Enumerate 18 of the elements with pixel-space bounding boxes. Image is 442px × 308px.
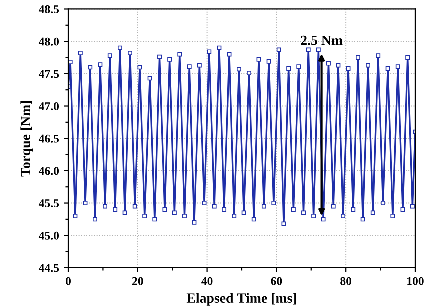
x-tick-label: 80 [340, 277, 352, 286]
annotation: 2.5 Nm [301, 36, 343, 46]
x-axis-title: Elapsed Time [ms] [186, 293, 296, 306]
x-tick-label: 0 [66, 277, 72, 286]
y-tick-label: 45.5 [38, 200, 60, 208]
y-tick-label: 47.0 [38, 102, 60, 111]
x-tick-label: 60 [271, 277, 282, 286]
y-tick-label: 44.5 [38, 264, 60, 272]
y-tick-label: 46.0 [38, 167, 60, 176]
y-axis-title: Torque [Nm] [20, 101, 34, 177]
y-tick-label: 48.5 [38, 5, 60, 14]
y-tick-label: 48.0 [38, 38, 60, 46]
y-tick-label: 47.5 [38, 70, 60, 78]
x-tick-label: 20 [132, 277, 144, 286]
y-tick-label: 45.0 [38, 232, 60, 240]
y-tick-label: 46.5 [38, 134, 60, 143]
x-tick-label: 40 [202, 277, 213, 286]
x-tick-label: 100 [408, 277, 424, 286]
